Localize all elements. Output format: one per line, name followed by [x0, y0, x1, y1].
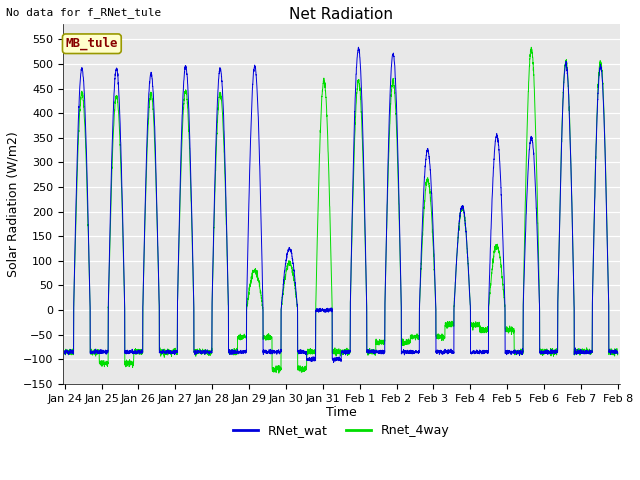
Line: Rnet_4way: Rnet_4way — [65, 48, 618, 373]
Y-axis label: Solar Radiation (W/m2): Solar Radiation (W/m2) — [7, 132, 20, 277]
Rnet_4way — [527, 45, 535, 50]
Rnet_4way — [175, 229, 183, 235]
Legend: RNet_wat, Rnet_4way: RNet_wat, Rnet_4way — [227, 420, 455, 443]
RNet_wat — [520, 273, 528, 279]
Rnet_4way — [534, 252, 542, 257]
RNet_wat — [175, 218, 183, 224]
RNet_wat — [534, 270, 542, 276]
RNet_wat — [493, 133, 501, 139]
Rnet_4way — [61, 351, 68, 357]
RNet_wat — [362, 262, 370, 268]
RNet_wat — [355, 44, 362, 50]
RNet_wat — [61, 350, 68, 356]
Rnet_4way — [493, 243, 500, 249]
Rnet_4way — [275, 370, 283, 376]
Rnet_4way — [362, 263, 369, 269]
Title: Net Radiation: Net Radiation — [289, 7, 393, 22]
Rnet_4way — [614, 351, 621, 357]
Rnet_4way — [520, 257, 528, 263]
X-axis label: Time: Time — [326, 407, 356, 420]
Text: MB_tule: MB_tule — [66, 37, 118, 50]
RNet_wat — [614, 350, 621, 356]
RNet_wat — [330, 360, 337, 365]
Text: No data for f_RNet_tule: No data for f_RNet_tule — [6, 7, 162, 18]
RNet_wat — [392, 78, 399, 84]
Line: RNet_wat: RNet_wat — [65, 47, 618, 362]
Rnet_4way — [392, 101, 399, 107]
